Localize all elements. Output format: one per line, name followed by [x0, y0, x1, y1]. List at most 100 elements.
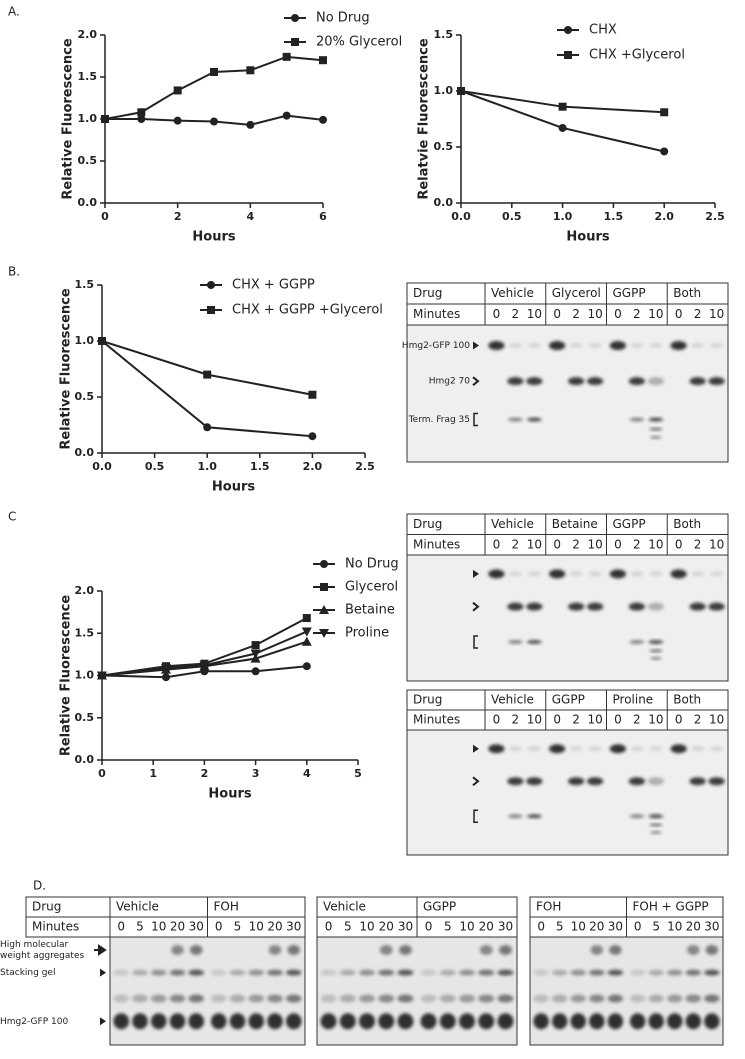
band	[113, 969, 130, 976]
band	[527, 417, 542, 422]
band	[705, 944, 719, 955]
x-axis-label: Hours	[192, 230, 235, 245]
minute-label: 30	[189, 920, 204, 934]
legend-label: No Drug	[345, 557, 399, 572]
minute-label: 5	[234, 920, 242, 934]
band	[210, 1013, 227, 1030]
band	[113, 1013, 130, 1030]
band	[649, 571, 663, 577]
minute-label: 0	[493, 307, 501, 321]
band	[479, 944, 493, 955]
minute-label: 2	[694, 537, 702, 551]
band	[648, 814, 664, 819]
band	[630, 571, 644, 577]
minute-label: 0	[614, 537, 622, 551]
band	[568, 777, 585, 786]
x-tick-label: 0	[101, 210, 109, 223]
band	[648, 639, 664, 644]
x-axis-label: Hours	[208, 787, 251, 802]
minute-label: 30	[498, 920, 513, 934]
minute-label: 2	[633, 713, 641, 727]
group-label: GGPP	[423, 900, 456, 914]
band	[508, 639, 523, 644]
band-marker	[94, 944, 107, 956]
minute-label: 10	[709, 713, 724, 727]
band	[285, 969, 302, 976]
minute-label: 0	[634, 920, 642, 934]
minute-label: 10	[571, 920, 586, 934]
band	[704, 994, 720, 1003]
band	[689, 377, 706, 386]
x-tick-label: 2.0	[303, 460, 323, 473]
minute-label: 5	[652, 920, 660, 934]
band	[397, 1013, 414, 1030]
y-tick-label: 0.5	[75, 390, 95, 403]
y-tick-label: 0.0	[75, 753, 95, 766]
marker	[246, 120, 255, 129]
marker	[97, 671, 107, 681]
minute-label: 20	[479, 920, 494, 934]
x-tick-label: 0.5	[502, 210, 522, 223]
band	[648, 417, 664, 422]
band	[589, 1013, 605, 1030]
band	[285, 994, 302, 1003]
x-tick-label: 4	[247, 210, 255, 223]
x-axis-label: Hours	[566, 230, 609, 245]
band	[587, 377, 604, 386]
y-tick-label: 1.0	[75, 334, 95, 347]
y-tick-label: 0.0	[434, 196, 454, 209]
band	[650, 831, 662, 834]
band	[420, 1013, 437, 1030]
band	[210, 994, 227, 1003]
marker	[98, 337, 106, 345]
legend-label: CHX + GGPP	[232, 278, 315, 293]
band	[710, 746, 724, 752]
marker	[308, 432, 317, 441]
band	[508, 571, 522, 577]
band	[589, 994, 605, 1003]
marker	[162, 673, 170, 682]
group-label: GGPP	[613, 286, 646, 300]
band-marker	[472, 601, 480, 612]
row-label: Minutes	[413, 307, 460, 321]
x-tick-label: 0	[98, 767, 106, 780]
x-tick-label: 2.0	[654, 210, 674, 223]
band	[526, 377, 543, 386]
band	[568, 377, 585, 386]
band	[210, 969, 227, 976]
band-marker	[473, 341, 479, 350]
x-tick-label: 3	[252, 767, 260, 780]
minute-label: 20	[170, 920, 185, 934]
band	[339, 969, 356, 976]
band	[708, 377, 725, 386]
minute-label: 2	[512, 713, 520, 727]
y-axis-label: Relative Fluorescence	[59, 595, 74, 757]
band	[113, 994, 130, 1003]
band	[629, 1013, 646, 1030]
marker	[282, 52, 291, 61]
band	[630, 343, 644, 349]
minute-label: 10	[527, 713, 542, 727]
marker	[203, 423, 212, 432]
legend-marker	[564, 51, 572, 59]
minute-label: 30	[608, 920, 623, 934]
marker	[558, 123, 567, 132]
legend-label: CHX + GGPP +Glycerol	[232, 303, 383, 318]
minute-label: 10	[648, 713, 663, 727]
band	[630, 746, 644, 752]
minute-label: 0	[325, 920, 333, 934]
minute-label: 0	[493, 537, 501, 551]
band	[497, 994, 514, 1003]
band	[587, 602, 604, 611]
y-tick-label: 1.5	[78, 70, 98, 83]
band	[527, 343, 541, 349]
band	[588, 571, 602, 577]
x-tick-label: 2	[174, 210, 182, 223]
band-marker	[473, 412, 478, 427]
minute-label: 2	[572, 713, 580, 727]
band	[132, 1013, 148, 1030]
group-label: Vehicle	[491, 693, 534, 707]
band	[647, 602, 664, 611]
band	[459, 994, 475, 1003]
